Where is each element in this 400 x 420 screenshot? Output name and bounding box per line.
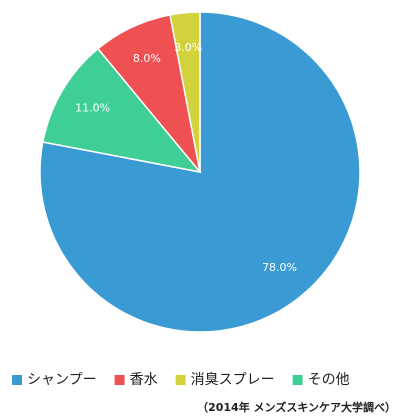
slice-label: 11.0% [75, 101, 110, 114]
legend-swatch [114, 375, 125, 385]
legend-swatch [175, 375, 186, 385]
legend-label: 香水 [130, 372, 158, 388]
slice-label: 78.0% [262, 261, 297, 274]
legend-label: その他 [308, 372, 350, 388]
legend-swatch [12, 375, 22, 385]
pie-slice [169, 11, 201, 173]
legend-label: 消臭スプレー [191, 372, 275, 388]
pie-slice [41, 47, 202, 174]
slice-label: 3.0% [174, 41, 202, 54]
legend-swatch [292, 375, 303, 385]
legend-label: シャンプー [27, 372, 97, 388]
slice-label: 8.0% [133, 52, 161, 65]
source-note: （2014年 メンズスキンケア大学調べ） [197, 400, 396, 414]
